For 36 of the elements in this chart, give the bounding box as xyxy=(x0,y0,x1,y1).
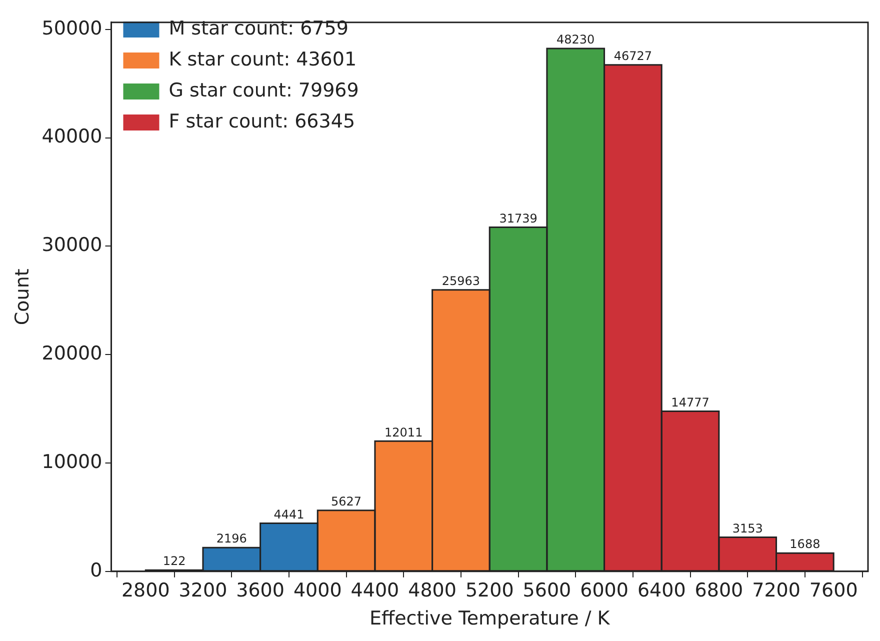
data-label: 1688 xyxy=(790,537,820,552)
x-tick-label: 4400 xyxy=(350,580,400,602)
x-tick-label: 6000 xyxy=(580,580,628,602)
data-label: 46727 xyxy=(614,48,652,63)
data-label: 31739 xyxy=(499,211,538,226)
x-tick-label: 4000 xyxy=(293,580,342,602)
data-label: 12011 xyxy=(384,425,423,440)
x-tick-label: 6400 xyxy=(637,580,686,602)
x-tick-label: 5600 xyxy=(522,580,572,602)
data-label: 14777 xyxy=(671,395,710,410)
data-label: 25963 xyxy=(442,274,480,288)
data-label: 5627 xyxy=(331,494,362,509)
legend-label: F star count: 66345 xyxy=(168,110,356,132)
x-tick-label: 7600 xyxy=(809,580,858,602)
legend-label: K star count: 43601 xyxy=(168,48,357,70)
x-tick-label: 5200 xyxy=(465,580,514,602)
y-tick-label: 40000 xyxy=(42,126,102,148)
data-label: 48230 xyxy=(556,32,595,47)
y-axis-title: Count xyxy=(11,268,34,326)
data-label: 4441 xyxy=(274,507,304,522)
x-tick-label: 6800 xyxy=(694,580,744,602)
x-axis-title: Effective Temperature / K xyxy=(370,608,610,630)
data-label: 122 xyxy=(162,554,186,568)
x-tick-label: 2800 xyxy=(121,580,170,602)
y-tick-label: 10000 xyxy=(42,450,102,473)
y-tick-label: 50000 xyxy=(42,17,102,40)
y-tick-label: 0 xyxy=(90,559,102,582)
x-tick-label: 3600 xyxy=(236,580,284,602)
data-label: 3153 xyxy=(732,521,763,536)
x-tick-label: 3200 xyxy=(178,580,228,602)
x-tick-label: 4800 xyxy=(408,580,456,602)
x-tick-label: 7200 xyxy=(752,580,800,602)
data-label: 2196 xyxy=(216,532,247,546)
legend-label: G star count: 79969 xyxy=(168,79,359,102)
y-tick-label: 20000 xyxy=(42,342,102,365)
y-tick-label: 30000 xyxy=(42,234,102,256)
